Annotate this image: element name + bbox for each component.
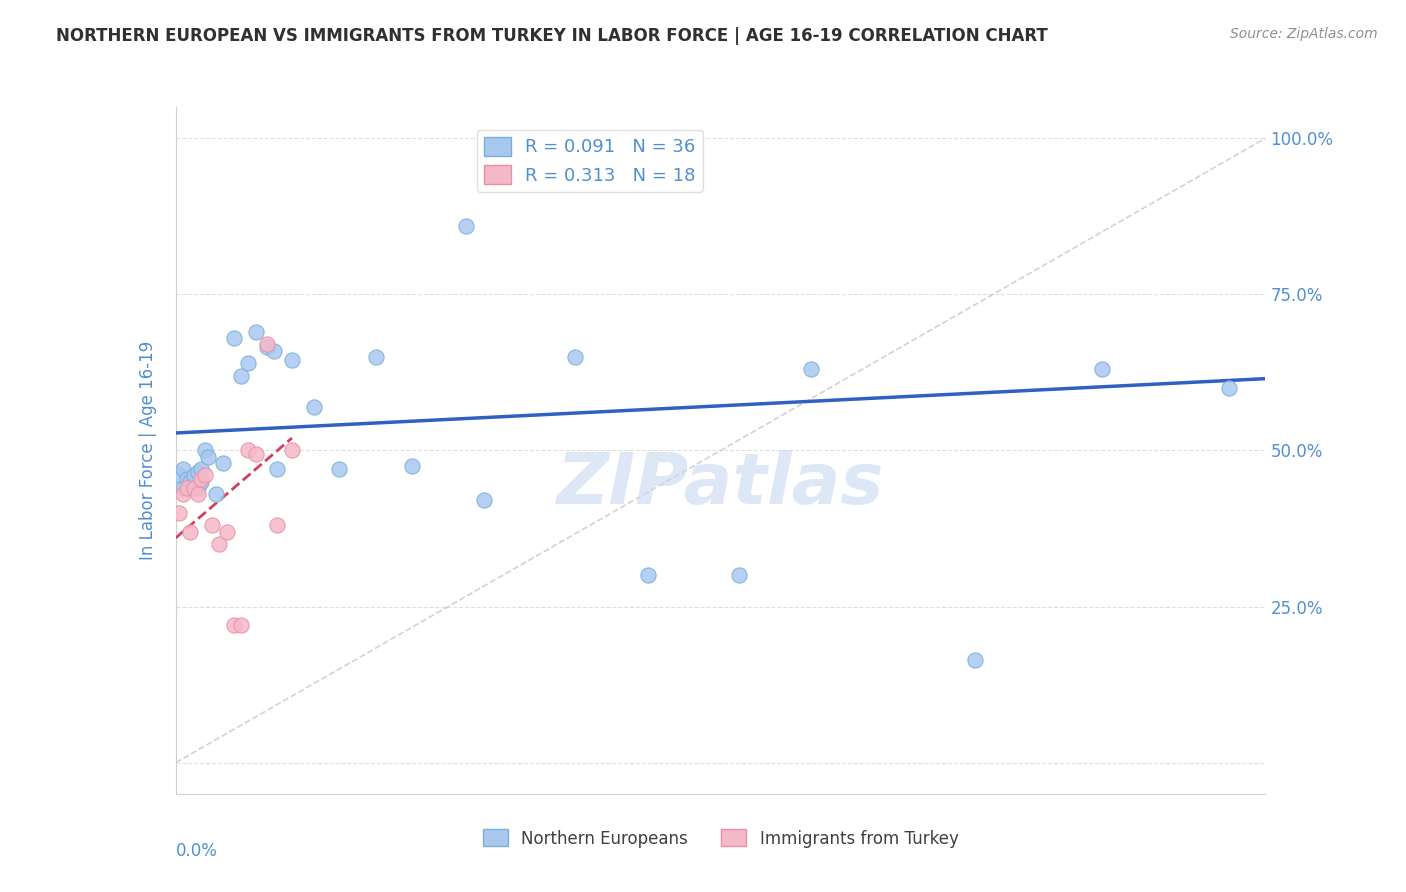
Point: [963, 653, 986, 667]
Point: [201, 518, 224, 533]
Point: [186, 466, 209, 480]
Point: [179, 475, 201, 489]
Point: [266, 462, 288, 476]
Point: [302, 400, 325, 414]
Point: [328, 462, 350, 476]
Point: [637, 568, 659, 582]
Text: 0.0%: 0.0%: [176, 842, 218, 860]
Point: [197, 450, 219, 464]
Point: [183, 481, 205, 495]
Point: [208, 537, 231, 551]
Point: [1091, 362, 1114, 376]
Y-axis label: In Labor Force | Age 16-19: In Labor Force | Age 16-19: [139, 341, 157, 560]
Point: [263, 343, 285, 358]
Point: [212, 456, 235, 470]
Point: [172, 487, 194, 501]
Point: [238, 443, 260, 458]
Point: [169, 506, 191, 520]
Point: [183, 468, 205, 483]
Point: [183, 481, 205, 495]
Point: [401, 459, 423, 474]
Point: [231, 368, 253, 383]
Point: [256, 337, 278, 351]
Point: [179, 524, 201, 539]
Point: [169, 468, 191, 483]
Point: [256, 340, 278, 354]
Point: [186, 481, 209, 495]
Point: [281, 443, 304, 458]
Text: ZIPatlas: ZIPatlas: [557, 450, 884, 519]
Point: [281, 353, 304, 368]
Point: [364, 350, 387, 364]
Point: [176, 481, 198, 495]
Point: [222, 618, 245, 632]
Point: [176, 471, 198, 485]
Point: [238, 356, 260, 370]
Point: [215, 524, 238, 539]
Point: [456, 219, 478, 233]
Point: [245, 325, 267, 339]
Legend: Northern Europeans, Immigrants from Turkey: Northern Europeans, Immigrants from Turk…: [477, 822, 965, 855]
Point: [194, 468, 217, 483]
Point: [564, 350, 586, 364]
Point: [245, 446, 267, 460]
Point: [204, 487, 226, 501]
Point: [190, 462, 212, 476]
Text: Source: ZipAtlas.com: Source: ZipAtlas.com: [1230, 27, 1378, 41]
Point: [231, 618, 253, 632]
Point: [194, 443, 217, 458]
Point: [1218, 381, 1240, 395]
Point: [800, 362, 823, 376]
Point: [172, 481, 194, 495]
Point: [474, 493, 496, 508]
Point: [727, 568, 749, 582]
Point: [190, 475, 212, 489]
Point: [266, 518, 288, 533]
Point: [222, 331, 245, 345]
Point: [172, 462, 194, 476]
Point: [190, 471, 212, 485]
Text: NORTHERN EUROPEAN VS IMMIGRANTS FROM TURKEY IN LABOR FORCE | AGE 16-19 CORRELATI: NORTHERN EUROPEAN VS IMMIGRANTS FROM TUR…: [56, 27, 1047, 45]
Point: [186, 487, 209, 501]
